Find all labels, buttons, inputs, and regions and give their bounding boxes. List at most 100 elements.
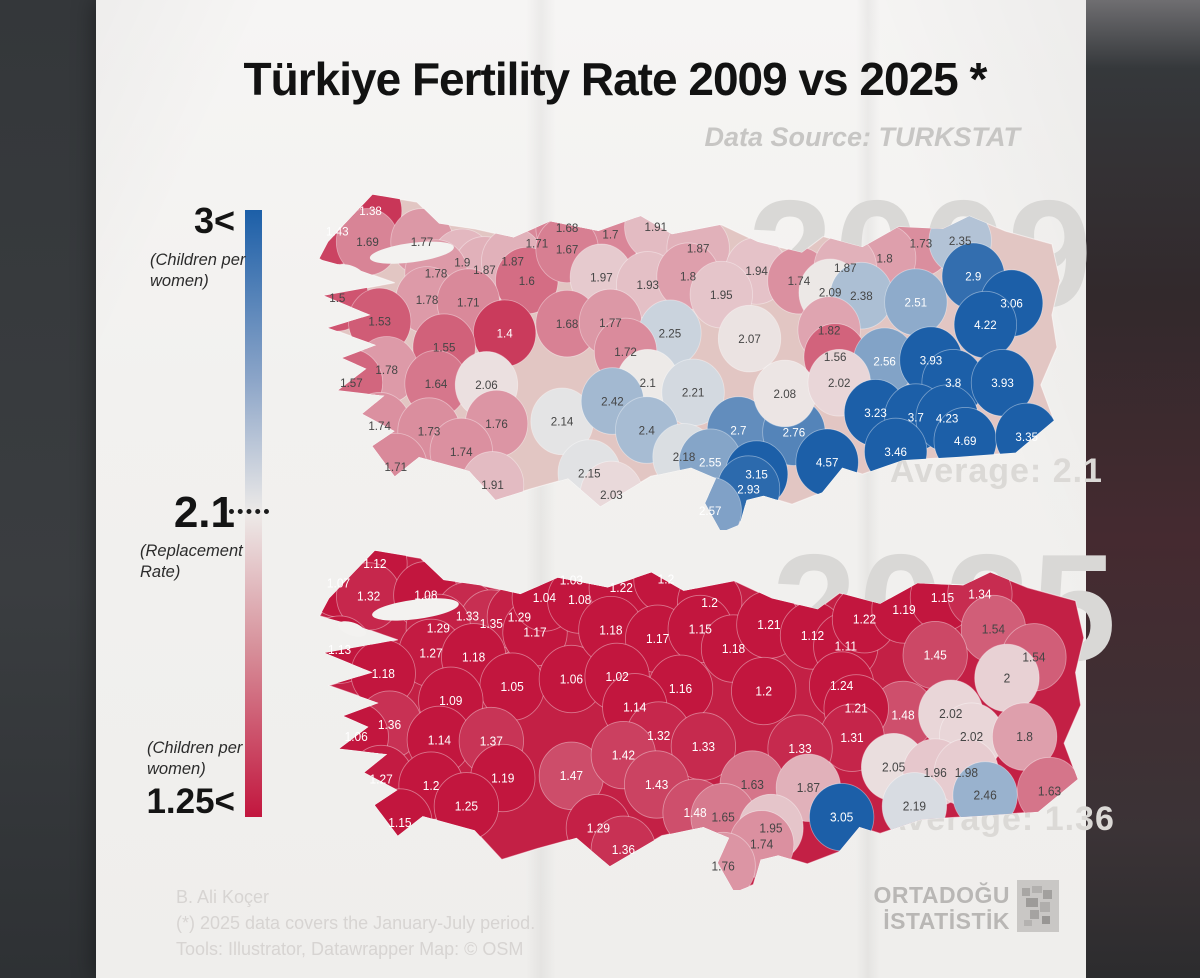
province-label: 1.87 xyxy=(687,241,710,255)
province-label: 2 xyxy=(1004,671,1011,685)
province-label: 1.36 xyxy=(378,718,401,732)
province-label: 1.17 xyxy=(646,632,669,646)
legend-min-value: 1.25< xyxy=(146,782,235,821)
credit-author: B. Ali Koçer xyxy=(176,887,270,907)
province-label: 2.1 xyxy=(640,376,656,390)
province-label: 2.51 xyxy=(905,295,928,309)
province-label: 1.6 xyxy=(519,274,535,288)
province-label: 1.31 xyxy=(840,731,863,745)
legend-min-caption: (Children per women) xyxy=(147,739,243,778)
province-label: 2.42 xyxy=(601,394,624,408)
province-label: 2.56 xyxy=(873,354,896,368)
province-label: 1.76 xyxy=(712,859,735,873)
province-label: 1.16 xyxy=(669,682,692,696)
province-label: 3.46 xyxy=(884,444,907,458)
province-label: 1.08 xyxy=(414,588,437,602)
province-label: 1.13 xyxy=(328,643,351,657)
province-label: 1.36 xyxy=(612,843,635,857)
province-label: 1.11 xyxy=(835,640,858,654)
province-label: 2.14 xyxy=(551,414,574,428)
province-label: 2.02 xyxy=(828,376,851,390)
province-label: 1.74 xyxy=(368,419,391,433)
province-label: 1.77 xyxy=(599,315,622,329)
province-label: 1.9 xyxy=(454,255,470,269)
province-label: 1.96 xyxy=(924,766,947,780)
province-label: 1.87 xyxy=(797,781,820,795)
province-label: 1.08 xyxy=(568,593,591,607)
province-label: 1.95 xyxy=(759,821,782,835)
replacement-rate-tick xyxy=(229,509,269,514)
province-label: 1.2 xyxy=(658,572,675,586)
province-label: 2.4 xyxy=(639,423,655,437)
province-label: 1.09 xyxy=(439,694,462,708)
province-label: 1.47 xyxy=(560,769,583,783)
province-label: 3.8 xyxy=(945,376,961,390)
province-label: 2.08 xyxy=(774,386,797,400)
province-label: 1.54 xyxy=(1022,650,1045,664)
province-label: 1.74 xyxy=(450,444,473,458)
province-label: 1.18 xyxy=(372,667,395,681)
province-label: 1.69 xyxy=(356,235,379,249)
province-label: 1.72 xyxy=(614,345,637,359)
province-label: 1.48 xyxy=(891,708,914,722)
data-source-note: Data Source: TURKSTAT xyxy=(704,122,1020,152)
province-label: 1.87 xyxy=(834,261,857,275)
province-label: 1.06 xyxy=(345,730,368,744)
province-label: 2.25 xyxy=(659,326,682,340)
publisher-logo-line1: ORTADOĞU xyxy=(873,882,1010,908)
province-label: 1.78 xyxy=(375,363,398,377)
province-label: 1.65 xyxy=(712,810,735,824)
province-label: 2.15 xyxy=(578,466,601,480)
province-label: 2.35 xyxy=(949,234,972,248)
province-label: 1.2 xyxy=(423,779,440,793)
province-label: 1.64 xyxy=(425,377,448,391)
province-cell xyxy=(670,712,737,781)
legend-max-caption: (Children per women) xyxy=(150,251,246,290)
province-label: 1.04 xyxy=(533,591,556,605)
province-label: 1.15 xyxy=(931,591,954,605)
province-label: 2.76 xyxy=(783,425,806,439)
province-label: 2.02 xyxy=(960,730,983,744)
province-label: 2.46 xyxy=(973,788,996,802)
province-label: 1.87 xyxy=(473,263,496,277)
province-label: 1.34 xyxy=(968,587,991,601)
province-label: 1.63 xyxy=(741,778,764,792)
province-label: 4.69 xyxy=(954,434,977,448)
province-label: 1.38 xyxy=(359,204,382,218)
province-cell xyxy=(731,656,797,726)
legend-max-value: 3< xyxy=(193,200,235,241)
fertility-map-2009: 1.381.431.69 1.77 1.711.91.871.871.781.61.… xyxy=(318,194,1061,530)
province-label: 1.19 xyxy=(892,603,915,617)
credits: B. Ali Koçer (*) 2025 data covers the Ja… xyxy=(176,884,535,962)
province-label: 1.95 xyxy=(710,288,733,302)
province-label: 1.63 xyxy=(1038,784,1061,798)
background-left-edge xyxy=(0,0,96,978)
province-label: 2.9 xyxy=(965,269,981,283)
province-label: 1.4 xyxy=(497,326,513,340)
province-label: 1.82 xyxy=(818,323,841,337)
credit-asterisk-note: (*) 2025 data covers the January-July pe… xyxy=(176,913,536,933)
province-label: 3.93 xyxy=(920,353,943,367)
province-label: 4.22 xyxy=(974,318,997,332)
province-label: 1.18 xyxy=(599,623,622,637)
province-label: 1.18 xyxy=(462,650,485,664)
province-label: 1.74 xyxy=(750,837,773,851)
province-label: 3.35 xyxy=(1015,429,1038,443)
province-label: 1.14 xyxy=(428,733,451,747)
province-label: 1.27 xyxy=(419,646,442,660)
province-label: 2.55 xyxy=(699,455,722,469)
province-label: 1.33 xyxy=(692,740,715,754)
province-label: 4.57 xyxy=(816,455,839,469)
province-label: 1.37 xyxy=(480,734,503,748)
province-label: 3.05 xyxy=(830,810,853,824)
province-label: 3.7 xyxy=(908,410,924,424)
province-label: 2.02 xyxy=(939,707,962,721)
background-right-edge xyxy=(1086,0,1200,978)
province-label: 1.73 xyxy=(418,424,441,438)
province-label: 1.32 xyxy=(357,589,380,603)
province-label: 3.06 xyxy=(1000,296,1023,310)
province-label: 1.78 xyxy=(425,266,448,280)
province-label: 1.68 xyxy=(556,317,579,331)
province-label: 2.07 xyxy=(738,332,761,346)
province-label: 1.71 xyxy=(457,295,480,309)
